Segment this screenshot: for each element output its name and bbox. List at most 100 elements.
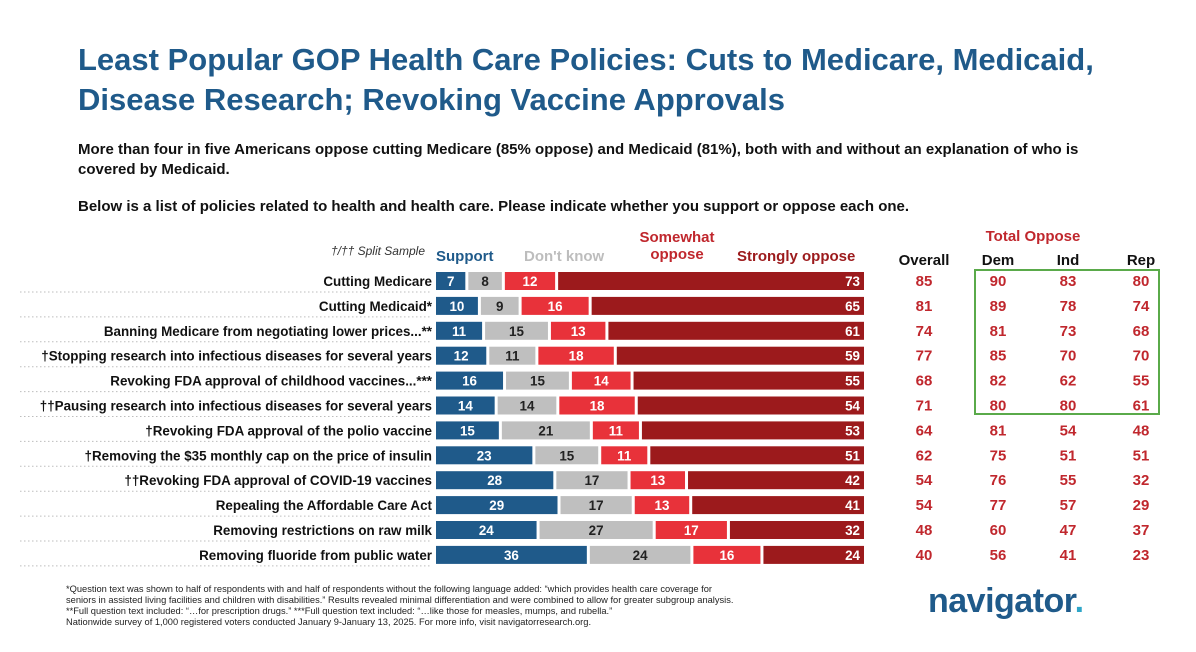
bar-segment	[729, 521, 864, 539]
table-value-rep: 70	[1133, 348, 1150, 365]
table-value-ind: 55	[1060, 472, 1077, 489]
bar-value-label: 55	[845, 374, 860, 389]
table-value-ind: 62	[1060, 373, 1077, 390]
bar-value-label: 36	[504, 548, 519, 563]
category-label: Banning Medicare from negotiating lower …	[104, 324, 433, 339]
category-label: Cutting Medicaid*	[319, 299, 433, 314]
category-label: Repealing the Affordable Care Act	[216, 498, 433, 513]
table-value-dem: 81	[990, 422, 1007, 439]
bar-value-label: 24	[479, 523, 494, 538]
bar-segment	[601, 446, 648, 465]
bar-value-label: 13	[571, 324, 586, 339]
bar-value-label: 65	[845, 299, 860, 314]
header-ind: Ind	[1056, 252, 1080, 269]
bar-value-label: 17	[684, 523, 699, 538]
footnote-line: Nationwide survey of 1,000 registered vo…	[66, 617, 592, 627]
bar-segment	[692, 496, 864, 515]
bar-segment	[436, 421, 499, 440]
bar-segment	[436, 346, 487, 365]
category-label: †Stopping research into infectious disea…	[41, 349, 432, 364]
bar-segment	[655, 521, 727, 539]
legend-somewhat-oppose-line2: oppose	[650, 246, 704, 263]
table-value-rep: 80	[1133, 273, 1150, 290]
bar-value-label: 24	[845, 548, 860, 563]
table-value-overall: 68	[916, 373, 933, 390]
table-value-overall: 62	[916, 447, 933, 464]
table-value-ind: 51	[1060, 447, 1077, 464]
table-value-overall: 77	[916, 348, 933, 365]
table-value-overall: 54	[916, 472, 933, 489]
bar-value-label: 16	[548, 299, 563, 314]
bar-segment	[560, 496, 632, 515]
bar-segment	[688, 471, 864, 490]
bar-value-label: 59	[845, 349, 860, 364]
bar-value-label: 13	[650, 473, 665, 488]
bar-segment	[556, 471, 628, 490]
table-value-dem: 77	[990, 497, 1007, 514]
bar-value-label: 18	[569, 349, 584, 364]
survey-question: Below is a list of policies related to h…	[78, 198, 910, 215]
footnote-line: *Question text was shown to half of resp…	[66, 584, 713, 594]
bar-value-label: 73	[845, 274, 860, 289]
table-value-ind: 73	[1060, 323, 1077, 340]
bar-value-label: 8	[481, 274, 489, 289]
logo-text: navigator	[928, 582, 1075, 620]
bar-value-label: 51	[845, 448, 860, 463]
category-label: Revoking FDA approval of childhood vacci…	[110, 374, 432, 389]
bar-segment	[504, 272, 556, 290]
bar-segment	[616, 346, 864, 365]
bar-value-label: 53	[845, 423, 860, 438]
footnote-line: seniors in assisted living facilities an…	[66, 595, 734, 605]
legend-dont-know: Don't know	[524, 248, 605, 265]
highlight-box	[974, 269, 1160, 415]
table-value-dem: 82	[990, 373, 1007, 390]
bar-value-label: 41	[845, 498, 860, 513]
bar-value-label: 61	[845, 324, 860, 339]
bar-value-label: 16	[719, 548, 734, 563]
bar-value-label: 11	[617, 448, 632, 463]
bar-value-label: 17	[584, 473, 599, 488]
footnotes: *Question text was shown to half of resp…	[66, 584, 896, 628]
bar-segment	[436, 296, 478, 315]
bar-segment	[650, 446, 864, 465]
header-dem: Dem	[981, 252, 1015, 269]
legend-somewhat-oppose-line1: Somewhat	[639, 229, 715, 246]
table-value-dem: 85	[990, 348, 1007, 365]
header-rep: Rep	[1126, 252, 1156, 269]
table-value-rep: 51	[1133, 447, 1150, 464]
category-label: Removing restrictions on raw milk	[213, 523, 432, 538]
bar-segment	[550, 321, 606, 340]
bar-segment	[539, 521, 653, 539]
table-value-rep: 55	[1133, 373, 1150, 390]
table-value-ind: 41	[1060, 547, 1077, 564]
bar-value-label: 29	[489, 498, 504, 513]
bar-segment	[641, 421, 864, 440]
table-value-dem: 76	[990, 472, 1007, 489]
bar-segment	[497, 396, 557, 415]
bar-value-label: 12	[454, 349, 469, 364]
header-total-oppose: Total Oppose	[985, 228, 1081, 245]
table-value-ind: 78	[1060, 298, 1077, 315]
navigator-logo: navigator.	[928, 582, 1084, 621]
bar-value-label: 32	[845, 523, 860, 538]
table-value-ind: 70	[1060, 348, 1077, 365]
bar-value-label: 21	[538, 423, 553, 438]
table-value-dem: 81	[990, 323, 1007, 340]
bar-segment	[436, 496, 558, 515]
table-value-rep: 48	[1133, 422, 1150, 439]
bar-segment	[633, 371, 864, 390]
category-label: ††Pausing research into infectious disea…	[40, 399, 432, 414]
legend-strongly-oppose: Strongly oppose	[737, 248, 856, 265]
table-value-ind: 47	[1060, 522, 1077, 539]
legend-support: Support	[436, 248, 494, 265]
table-value-ind: 80	[1060, 398, 1077, 415]
table-value-rep: 68	[1133, 323, 1150, 340]
bar-segment	[637, 396, 864, 415]
bar-value-label: 14	[458, 399, 473, 414]
table-value-dem: 89	[990, 298, 1007, 315]
bar-segment	[489, 346, 536, 365]
bar-value-label: 11	[452, 324, 467, 339]
bar-segment	[480, 296, 519, 315]
table-value-overall: 85	[916, 273, 933, 290]
table-value-dem: 60	[990, 522, 1007, 539]
